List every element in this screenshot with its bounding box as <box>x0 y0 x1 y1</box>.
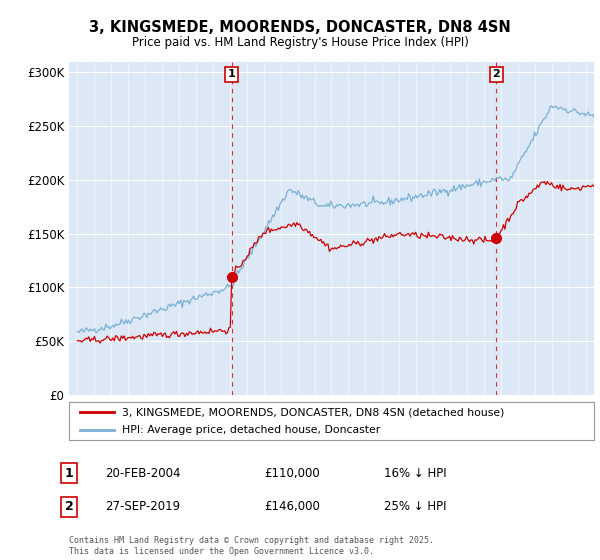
Text: 2: 2 <box>65 500 73 514</box>
Text: 3, KINGSMEDE, MOORENDS, DONCASTER, DN8 4SN (detached house): 3, KINGSMEDE, MOORENDS, DONCASTER, DN8 4… <box>121 407 504 417</box>
Text: Contains HM Land Registry data © Crown copyright and database right 2025.
This d: Contains HM Land Registry data © Crown c… <box>69 536 434 556</box>
Text: £146,000: £146,000 <box>264 500 320 514</box>
Text: 2: 2 <box>493 69 500 80</box>
Text: £110,000: £110,000 <box>264 466 320 480</box>
Text: 20-FEB-2004: 20-FEB-2004 <box>105 466 181 480</box>
Text: 1: 1 <box>228 69 236 80</box>
Text: 27-SEP-2019: 27-SEP-2019 <box>105 500 180 514</box>
Text: 16% ↓ HPI: 16% ↓ HPI <box>384 466 446 480</box>
Text: 25% ↓ HPI: 25% ↓ HPI <box>384 500 446 514</box>
Text: 1: 1 <box>65 466 73 480</box>
Text: Price paid vs. HM Land Registry's House Price Index (HPI): Price paid vs. HM Land Registry's House … <box>131 36 469 49</box>
Text: HPI: Average price, detached house, Doncaster: HPI: Average price, detached house, Donc… <box>121 425 380 435</box>
Text: 3, KINGSMEDE, MOORENDS, DONCASTER, DN8 4SN: 3, KINGSMEDE, MOORENDS, DONCASTER, DN8 4… <box>89 20 511 35</box>
